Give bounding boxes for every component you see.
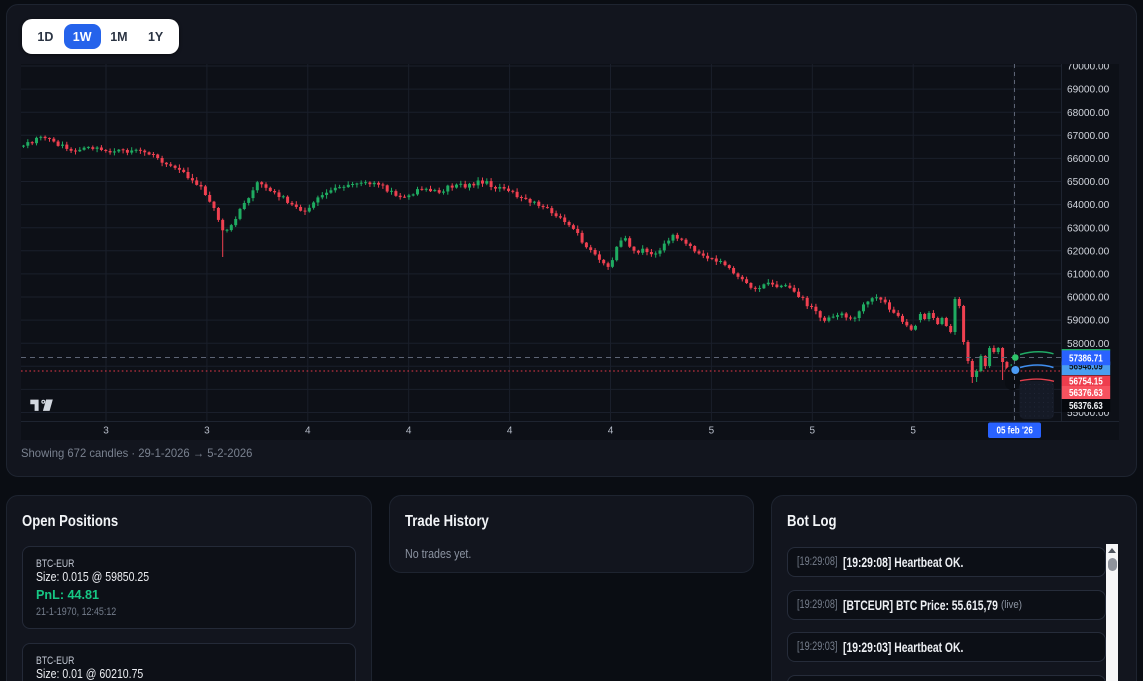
svg-text:64000.00: 64000.00 [1067, 199, 1109, 211]
svg-text:69000.00: 69000.00 [1067, 84, 1109, 96]
svg-text:66000.00: 66000.00 [1067, 153, 1109, 165]
svg-text:60000.00: 60000.00 [1067, 292, 1109, 304]
svg-text:05 feb '26: 05 feb '26 [997, 426, 1034, 437]
svg-text:5: 5 [810, 426, 816, 437]
svg-text:4: 4 [507, 426, 513, 437]
svg-text:61000.00: 61000.00 [1067, 269, 1109, 281]
svg-text:63000.00: 63000.00 [1067, 222, 1109, 234]
svg-text:68000.00: 68000.00 [1067, 107, 1109, 119]
svg-text:70000.00: 70000.00 [1067, 64, 1109, 73]
svg-text:5: 5 [910, 426, 916, 437]
svg-text:58000.00: 58000.00 [1067, 338, 1109, 350]
svg-text:56754.15: 56754.15 [1069, 375, 1103, 387]
svg-text:4: 4 [406, 426, 412, 437]
svg-text:4: 4 [608, 426, 614, 437]
svg-text:56376.63: 56376.63 [1069, 400, 1103, 412]
svg-text:65000.00: 65000.00 [1067, 176, 1109, 188]
svg-text:56376.63: 56376.63 [1069, 387, 1103, 399]
svg-text:62000.00: 62000.00 [1067, 245, 1109, 257]
svg-text:3: 3 [103, 426, 109, 437]
svg-text:57386.71: 57386.71 [1069, 352, 1103, 364]
svg-text:4: 4 [305, 426, 311, 437]
svg-text:5: 5 [709, 426, 715, 437]
svg-text:59000.00: 59000.00 [1067, 315, 1109, 327]
svg-text:3: 3 [204, 426, 210, 437]
svg-text:67000.00: 67000.00 [1067, 130, 1109, 142]
